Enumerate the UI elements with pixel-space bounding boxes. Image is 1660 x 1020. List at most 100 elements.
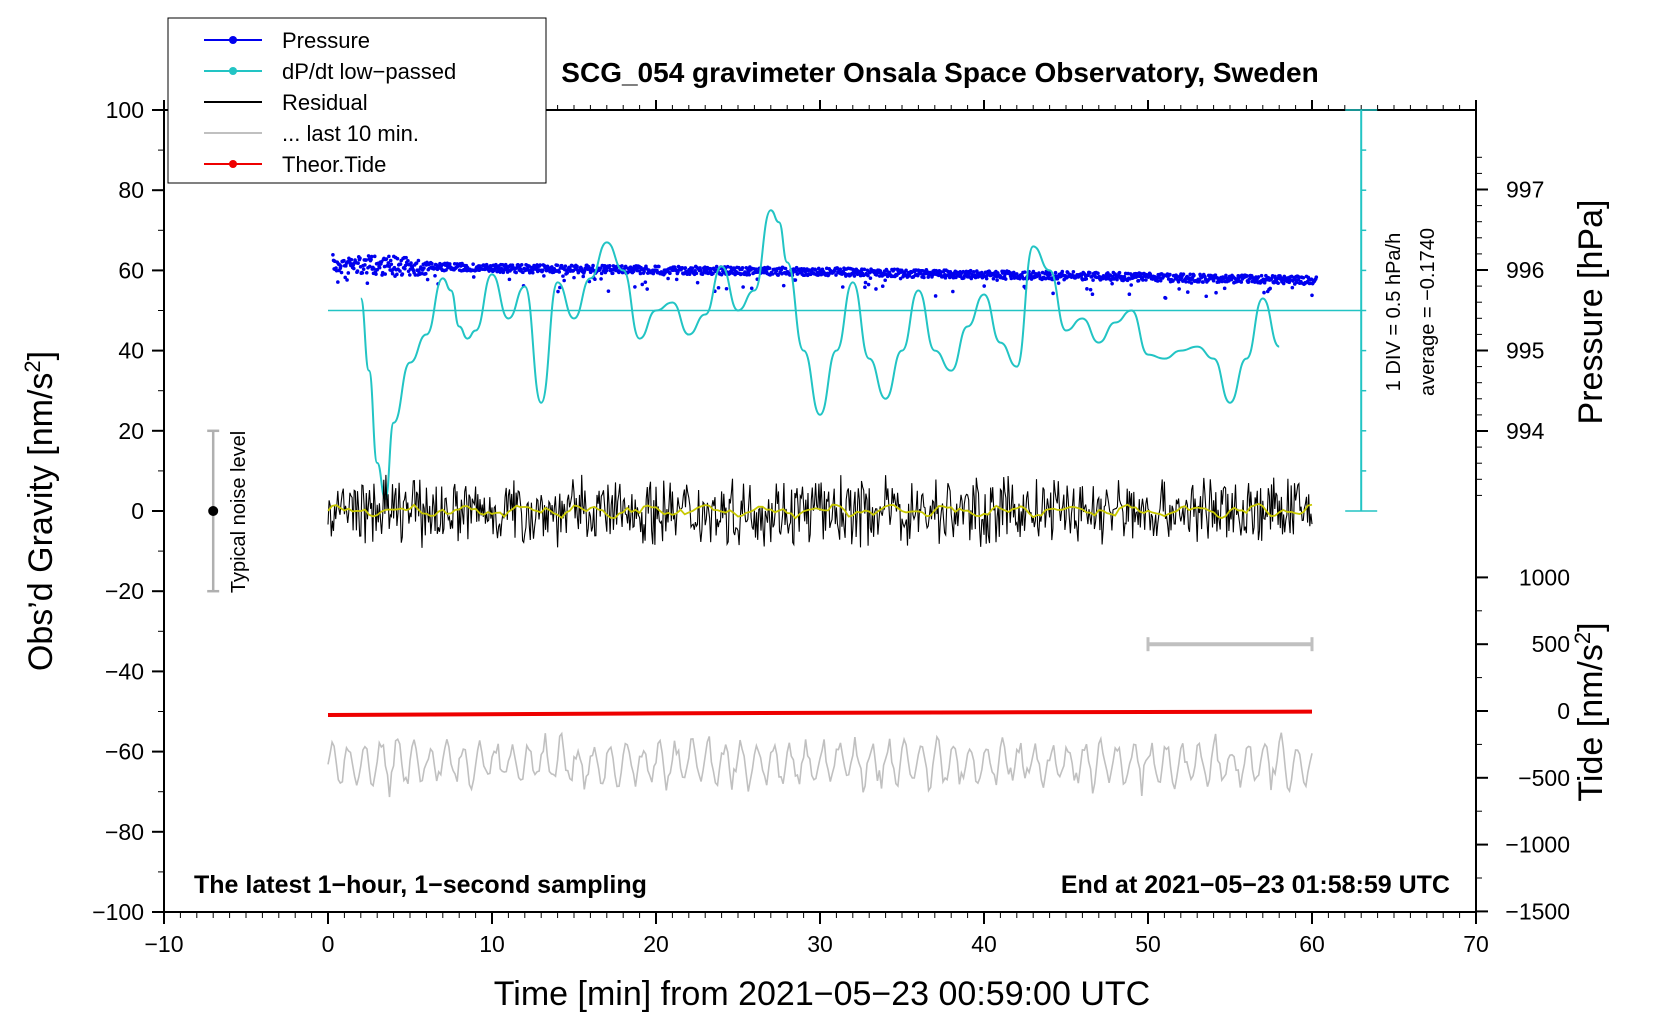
pressure-point bbox=[1245, 273, 1249, 278]
x-tick-label: 70 bbox=[1463, 931, 1489, 957]
pressure-point bbox=[638, 271, 643, 276]
pressure-point bbox=[366, 254, 371, 258]
pressure-point bbox=[1192, 273, 1196, 278]
pressure-point bbox=[909, 270, 914, 275]
pressure-point bbox=[666, 276, 670, 281]
y-tick-label: 80 bbox=[118, 177, 144, 203]
pressure-point bbox=[838, 267, 843, 272]
pressure-point bbox=[674, 277, 679, 282]
pressure-point bbox=[984, 276, 989, 281]
pressure-point bbox=[398, 262, 403, 266]
pressure-point bbox=[339, 264, 343, 268]
pressure-point bbox=[694, 271, 699, 276]
pressure-point bbox=[1246, 280, 1251, 284]
sampling-note: The latest 1−hour, 1−second sampling bbox=[194, 871, 647, 899]
pressure-point bbox=[620, 264, 624, 268]
tide-tick-label: −1500 bbox=[1505, 898, 1570, 924]
x-axis: −10 0 10 20 30 40 50 60 70 bbox=[144, 100, 1489, 957]
pressure-point bbox=[565, 271, 570, 275]
pressure-point bbox=[346, 271, 351, 275]
y-tick-label: 0 bbox=[131, 498, 144, 524]
y-axis-tide: 1000 500 0 −500 −1000 −1500 bbox=[1476, 564, 1570, 924]
legend-label: Pressure bbox=[282, 28, 370, 53]
pressure-point bbox=[892, 267, 897, 272]
pressure-point bbox=[510, 263, 515, 267]
pressure-point bbox=[610, 271, 615, 276]
legend-label: Residual bbox=[282, 90, 368, 115]
noise-level-label: Typical noise level bbox=[228, 431, 250, 593]
pressure-point bbox=[345, 278, 349, 282]
pressure-point bbox=[423, 271, 428, 276]
pressure-point bbox=[1281, 281, 1286, 286]
pressure-point bbox=[840, 272, 844, 276]
tide-tick-label: −500 bbox=[1518, 765, 1570, 791]
pressure-point bbox=[840, 285, 845, 289]
pressure-point bbox=[598, 266, 603, 270]
pressure-point bbox=[383, 272, 387, 276]
pressure-point bbox=[447, 262, 452, 266]
x-tick-label: 30 bbox=[807, 931, 833, 957]
x-tick-label: 20 bbox=[643, 931, 669, 957]
pressure-point bbox=[683, 266, 688, 270]
pressure-point bbox=[783, 266, 788, 271]
legend-marker bbox=[229, 160, 237, 168]
pressure-point bbox=[1003, 277, 1008, 281]
pressure-point bbox=[471, 275, 476, 279]
pressure-point bbox=[365, 281, 370, 285]
pressure-point bbox=[1155, 279, 1160, 283]
pressure-point bbox=[1144, 278, 1148, 282]
pressure-point bbox=[1051, 291, 1055, 296]
tide-axis-label-text: Tide [nm/s bbox=[1572, 644, 1610, 801]
pressure-point bbox=[1290, 285, 1295, 290]
legend-items: Pressure dP/dt low−passed Residual ... last… bbox=[204, 28, 456, 177]
pressure-point bbox=[1157, 275, 1162, 280]
legend-marker bbox=[229, 67, 237, 75]
pressure-point bbox=[1091, 278, 1095, 282]
pressure-point bbox=[1127, 292, 1132, 297]
pressure-point bbox=[868, 276, 873, 280]
legend-box bbox=[167, 17, 547, 184]
pressure-point bbox=[581, 274, 586, 279]
pressure-point bbox=[643, 280, 648, 284]
pressure-point bbox=[1262, 290, 1266, 295]
pressure-point bbox=[1136, 278, 1141, 283]
pressure-point bbox=[372, 267, 376, 271]
tide-axis-label-sup: 2 bbox=[1570, 632, 1595, 644]
pressure-point bbox=[1171, 279, 1175, 283]
dpdt-average-label: average = −0.1740 bbox=[1417, 228, 1439, 396]
pressure-point bbox=[695, 280, 700, 285]
pressure-point bbox=[866, 282, 871, 287]
y-tick-label: 20 bbox=[118, 418, 144, 444]
pressure-point bbox=[590, 266, 595, 271]
pressure-point bbox=[687, 272, 692, 277]
legend: Pressure dP/dt low−passed Residual ... last… bbox=[167, 17, 547, 184]
pressure-point bbox=[409, 261, 413, 265]
series-layer bbox=[207, 109, 1378, 798]
last-10-min-line bbox=[327, 731, 1313, 798]
pressure-point bbox=[374, 272, 378, 276]
pressure-point bbox=[400, 272, 405, 276]
pressure-point bbox=[336, 280, 340, 284]
pressure-point bbox=[521, 270, 525, 275]
pressure-point bbox=[863, 285, 867, 289]
y-axis-pressure: 997 996 995 994 bbox=[1476, 156, 1545, 496]
pressure-point bbox=[1110, 281, 1114, 286]
pressure-point bbox=[781, 283, 786, 288]
pressure-point bbox=[487, 269, 491, 273]
pressure-point bbox=[1129, 283, 1133, 287]
dpdt-scale-label: 1 DIV = 0.5 hPa/h bbox=[1383, 233, 1405, 391]
pressure-point bbox=[343, 275, 348, 280]
x-tick-label: 40 bbox=[971, 931, 997, 957]
pressure-point bbox=[563, 264, 568, 268]
end-time-note: End at 2021−05−23 01:58:59 UTC bbox=[1061, 871, 1450, 899]
pressure-point bbox=[714, 264, 719, 269]
x-axis-label: Time [min] from 2021−05−23 00:59:00 UTC bbox=[494, 975, 1150, 1013]
pressure-point bbox=[586, 265, 591, 269]
pressure-point bbox=[1184, 279, 1188, 284]
pressure-point bbox=[991, 276, 996, 281]
pressure-point bbox=[355, 269, 360, 273]
pressure-point bbox=[1185, 290, 1190, 294]
pressure-point bbox=[545, 264, 550, 269]
pressure-point bbox=[538, 263, 542, 267]
pressure-point bbox=[1022, 270, 1027, 274]
